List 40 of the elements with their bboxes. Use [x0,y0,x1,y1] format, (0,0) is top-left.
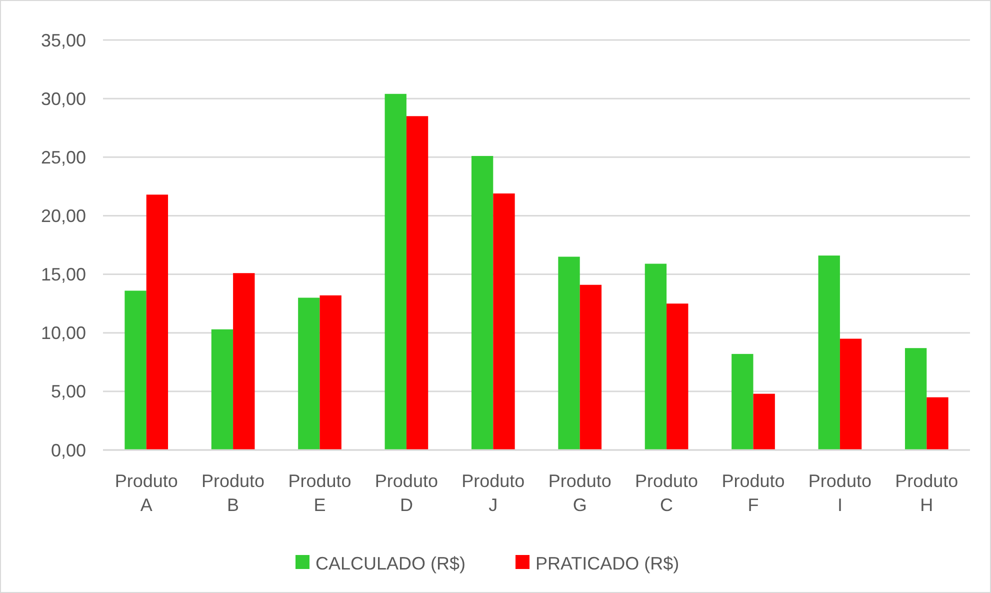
bar [926,397,948,450]
y-tick-label: 5,00 [50,382,86,402]
x-tick-label: Produto H [895,471,958,515]
bar [904,348,927,450]
bar [406,116,428,450]
x-tick-label: Produto D [374,471,438,515]
x-tick-label: Produto E [288,471,352,515]
x-tick-label: Produto I [808,471,872,515]
x-tick-label: Produto C [635,471,698,515]
bar [471,156,494,450]
x-tick-label: Produto B [202,471,265,515]
bar [124,290,146,450]
bar [211,329,234,450]
bar [644,264,667,450]
bar [666,304,688,450]
legend-label: PRATICADO (R$) [536,553,680,574]
bar [146,194,168,450]
y-tick-label: 35,00 [40,30,86,50]
x-tick-label: Produto A [114,471,178,515]
x-tick-label: Produto J [462,471,525,515]
legend-label: CALCULADO (R$) [316,553,466,574]
y-tick-label: 15,00 [40,264,86,285]
bar [818,256,840,450]
bar [558,256,580,450]
y-tick-label: 30,00 [40,88,86,109]
y-tick-label: 10,00 [40,323,86,344]
x-tick-label: Produto G [548,471,612,515]
bar [580,284,602,450]
y-tick-label: 25,00 [40,147,86,168]
bar [233,273,255,450]
y-tick-label: 20,00 [40,206,86,226]
bar [320,295,342,450]
bar [753,394,775,450]
bar [493,193,515,450]
x-tick-label: Produto F [722,471,785,515]
y-tick-label: 0,00 [50,440,86,460]
bar [732,354,754,450]
bar [384,94,406,450]
bar [840,338,862,450]
bar [298,298,320,450]
